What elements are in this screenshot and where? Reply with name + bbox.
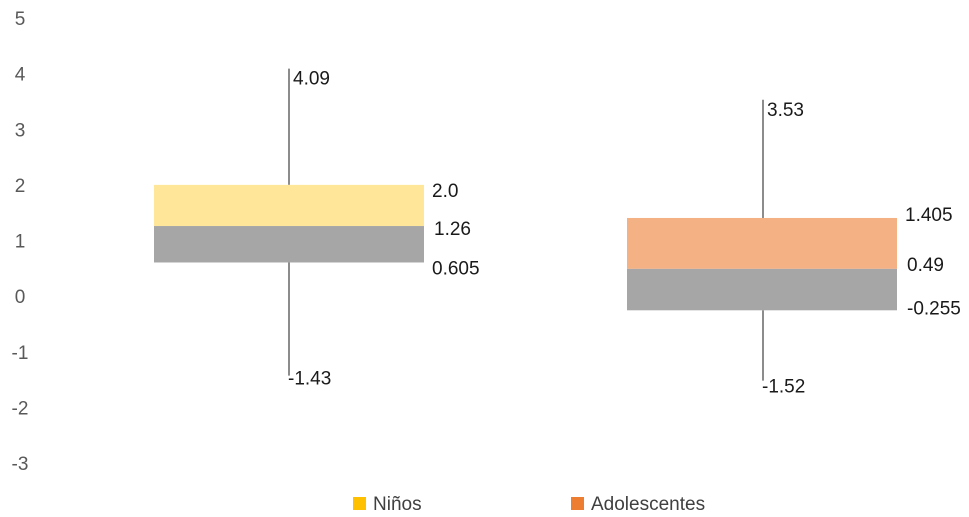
y-axis: 5 4 3 2 1 0 -1 -2 -3 bbox=[12, 9, 29, 475]
lower-box bbox=[154, 226, 424, 263]
y-tick-label: 0 bbox=[15, 287, 26, 308]
y-tick-label: 4 bbox=[15, 65, 26, 86]
y-tick-label: -3 bbox=[12, 454, 29, 475]
box-series-0: 4.09 2.0 1.26 0.605 -1.43 bbox=[154, 68, 480, 390]
legend-swatch bbox=[571, 497, 584, 510]
legend-label: Niños bbox=[373, 494, 422, 515]
data-label-median: 1.26 bbox=[434, 219, 471, 240]
upper-box bbox=[154, 184, 424, 227]
legend-swatch bbox=[353, 497, 366, 510]
data-label-min: -1.43 bbox=[288, 369, 331, 390]
legend-entry-1: Adolescentes bbox=[571, 494, 705, 515]
y-tick-label: -2 bbox=[12, 398, 29, 419]
data-label-min: -1.52 bbox=[762, 377, 805, 398]
data-label-max: 3.53 bbox=[767, 100, 804, 121]
box-series-1: 3.53 1.405 0.49 -0.255 -1.52 bbox=[627, 99, 961, 398]
upper-box bbox=[627, 217, 897, 269]
data-label-q1: 0.605 bbox=[432, 258, 480, 279]
legend-label: Adolescentes bbox=[591, 494, 705, 515]
legend: Niños Adolescentes bbox=[353, 494, 705, 515]
y-tick-label: 3 bbox=[15, 120, 26, 141]
data-label-q1: -0.255 bbox=[907, 298, 961, 319]
y-tick-label: 2 bbox=[15, 176, 26, 197]
data-label-median: 0.49 bbox=[907, 255, 944, 276]
data-label-q3: 1.405 bbox=[905, 205, 953, 226]
y-tick-label: 5 bbox=[15, 9, 26, 30]
y-tick-label: 1 bbox=[15, 232, 26, 253]
y-tick-label: -1 bbox=[12, 343, 29, 364]
data-label-q3: 2.0 bbox=[432, 181, 458, 202]
legend-entry-0: Niños bbox=[353, 494, 422, 515]
data-label-max: 4.09 bbox=[293, 69, 330, 90]
lower-box bbox=[627, 268, 897, 311]
plot-area: 4.09 2.0 1.26 0.605 -1.43 3.53 1.405 0.49 -0.255… bbox=[154, 68, 961, 398]
